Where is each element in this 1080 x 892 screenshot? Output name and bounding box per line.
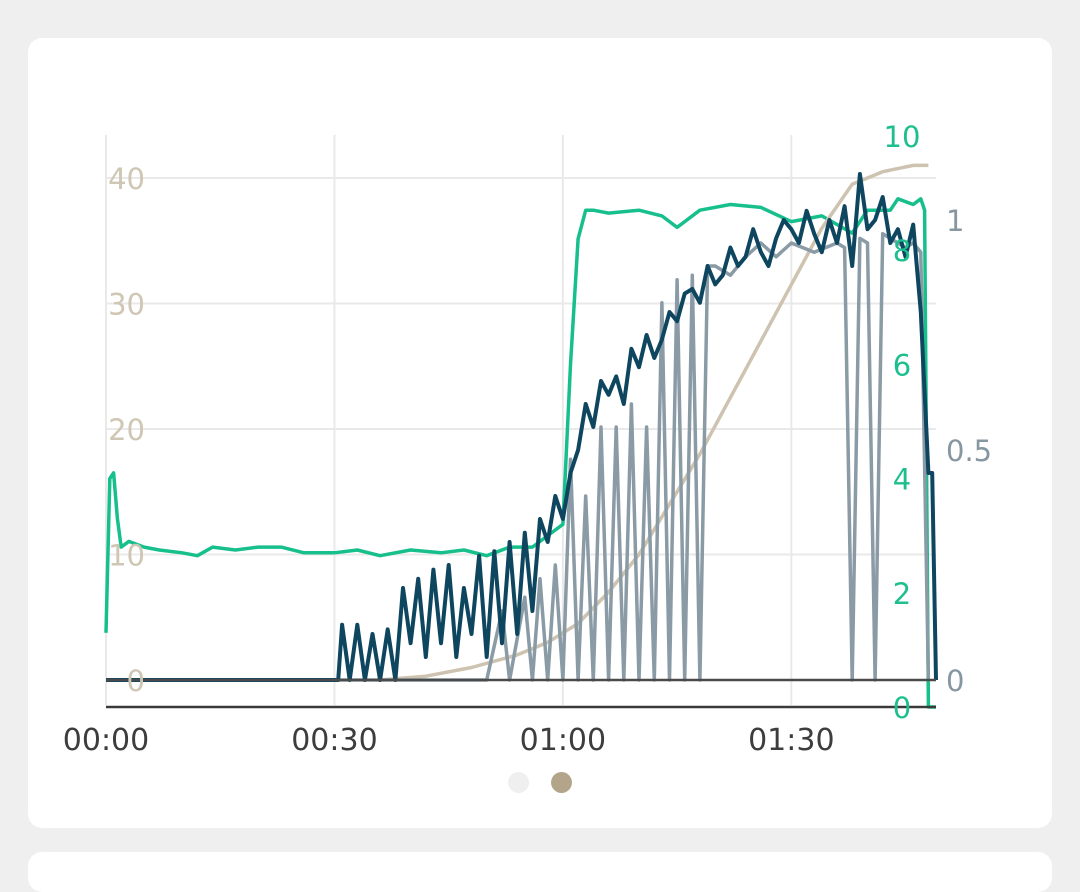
left-y-tick-label: 20 [108,413,145,447]
series-line-dark [106,172,938,682]
left-y-tick-label: 0 [127,664,145,698]
right-green-y-tick-label: 10 [884,120,921,154]
right-grey-y-tick-label: 0 [946,664,964,698]
pager-dot[interactable] [508,772,529,793]
series-line-grey [106,232,931,682]
chart-card [28,38,1052,828]
pager-dot[interactable] [551,772,572,793]
right-grey-y-tick-label: 0.5 [946,434,992,468]
left-y-tick-label: 40 [108,162,145,196]
right-grey-y-tick-label: 1 [946,204,964,238]
x-tick-label: 01:00 [520,723,606,758]
right-green-y-tick-label: 8 [893,234,911,268]
pager-dots [508,772,572,793]
x-tick-label: 01:30 [748,723,834,758]
right-green-y-tick-label: 6 [893,348,911,382]
x-tick-label: 00:00 [63,723,149,758]
left-y-tick-label: 10 [108,539,145,573]
line-chart: 00:00 00:30 01:00 01:30 0 10 20 30 40 0 2 4 6 8 10 0 0.5… [63,120,992,758]
left-y-tick-label: 30 [108,288,145,322]
x-tick-label: 00:30 [291,723,377,758]
right-green-y-tick-label: 4 [893,463,911,497]
right-green-y-tick-label: 2 [893,577,911,611]
series-line-green [104,197,936,709]
right-green-y-tick-label: 0 [893,691,911,725]
